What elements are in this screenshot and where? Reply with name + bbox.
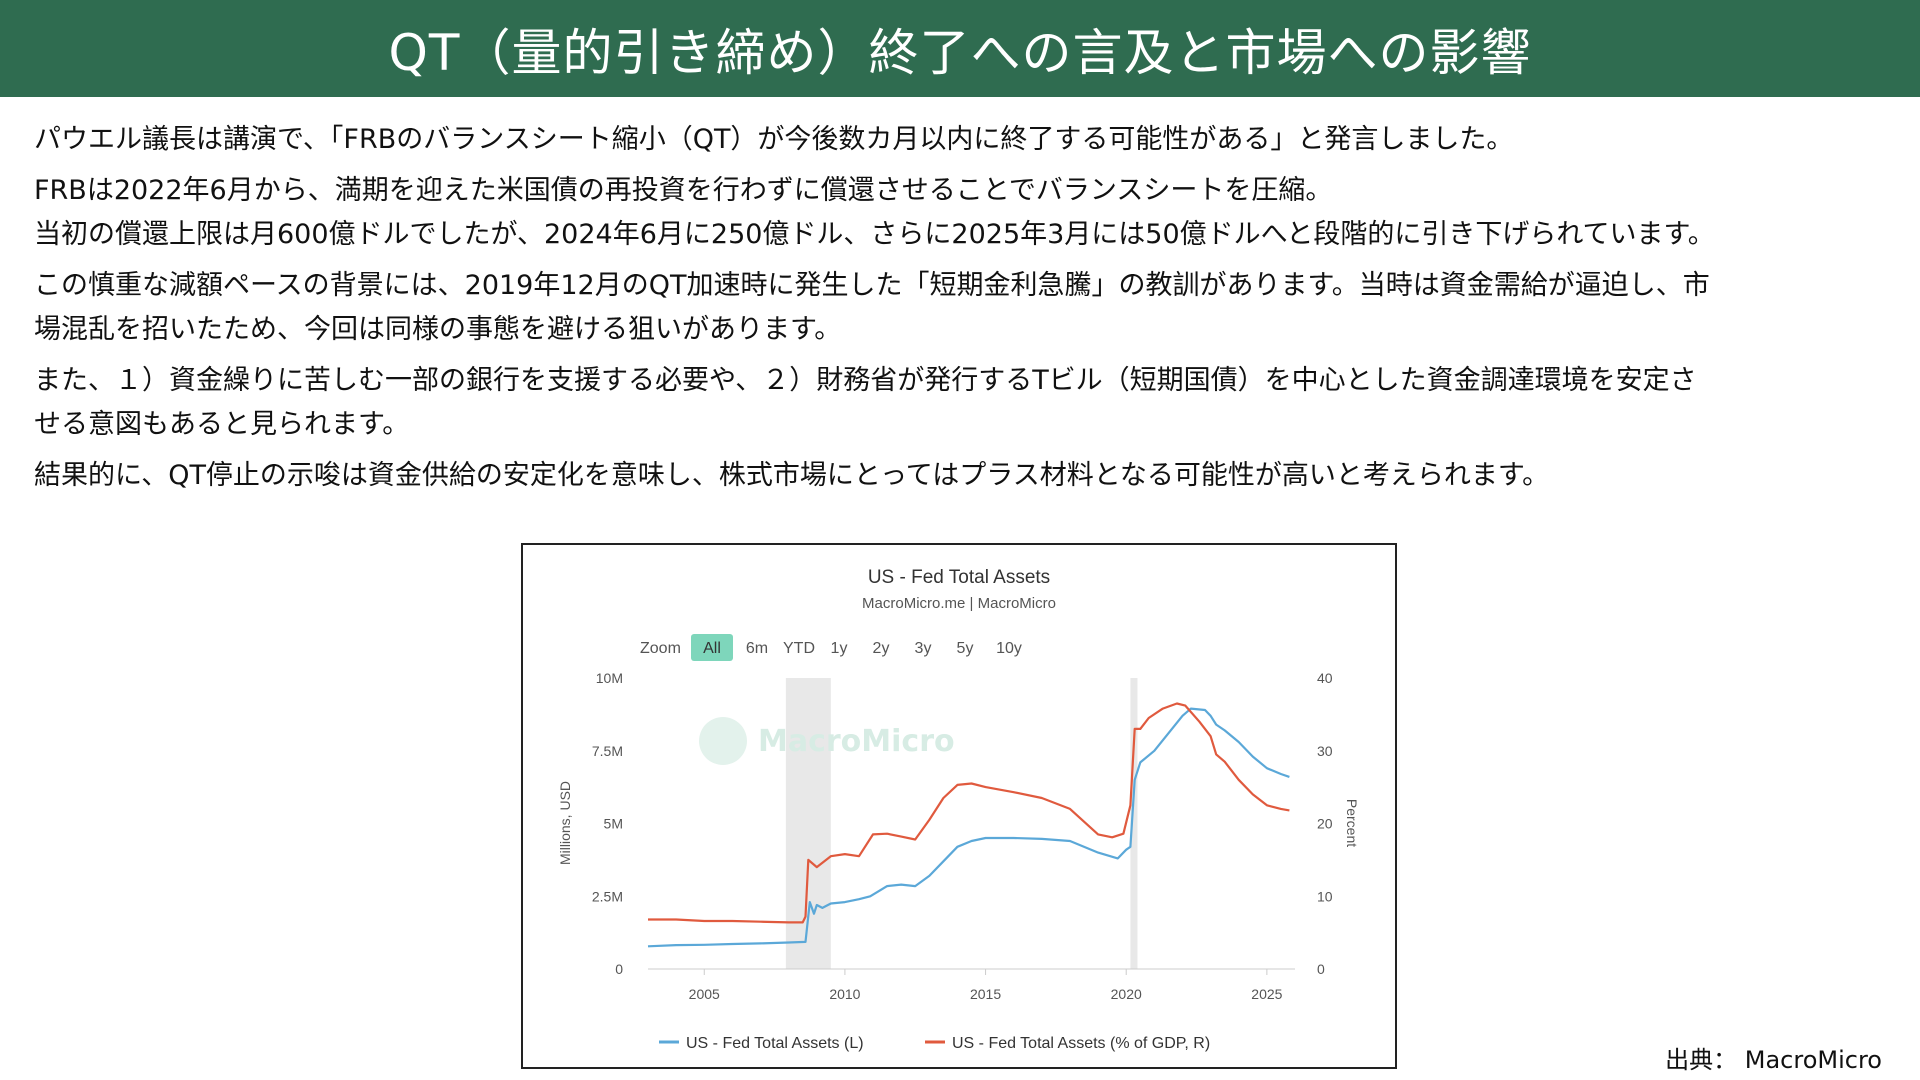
x-tick-label: 2005	[689, 986, 720, 1002]
y-left-tick-label: 10M	[596, 670, 623, 686]
zoom-button-1y[interactable]: 1y	[831, 640, 848, 657]
y-right-tick-label: 10	[1317, 888, 1333, 904]
zoom-button-6m[interactable]: 6m	[746, 640, 768, 657]
paragraph-line: FRBは2022年6月から、満期を迎えた米国債の再投資を行わずに償還させることで…	[34, 175, 1333, 206]
y-left-tick-label: 0	[615, 961, 623, 977]
zoom-button-2y[interactable]: 2y	[873, 640, 890, 657]
page-title: QT（量的引き締め）終了への言及と市場への影響	[388, 23, 1532, 82]
chart-subtitle: MacroMicro.me | MacroMicro	[862, 595, 1056, 612]
x-tick-label: 2025	[1251, 986, 1282, 1002]
y-right-tick-label: 40	[1317, 670, 1333, 686]
axis-ticks: 0 2.5M 5M 7.5M 10M 0 10 20 30 40 2005 2010 2015 2020 2…	[592, 670, 1333, 1002]
paragraph-4: また、１）資金繰りに苦しむ一部の銀行を支援する必要や、２）財務省が発行するTビル…	[34, 359, 1894, 447]
zoom-all-highlight	[691, 634, 733, 661]
paragraph-line: 当初の償還上限は月600億ドルでしたが、2024年6月に250億ドル、さらに20…	[34, 219, 1715, 250]
paragraph-line: パウエル議長は講演で、「FRBのバランスシート縮小（QT）が今後数カ月以内に終了…	[34, 124, 1514, 155]
x-tick-label: 2010	[829, 986, 860, 1002]
chart-title: US - Fed Total Assets	[868, 567, 1050, 588]
fed-assets-chart: MacroMicro US - Fed Total Assets MacroMi…	[521, 543, 1397, 1069]
zoom-bar: Zoom All 6m YTD 1y 2y 3y 5y 10y	[640, 634, 1022, 661]
legend-item-fed-assets[interactable]: US - Fed Total Assets (L)	[686, 1035, 864, 1052]
legend-item-fed-assets-gdp[interactable]: US - Fed Total Assets (% of GDP, R)	[952, 1035, 1210, 1052]
series-lines	[647, 702, 1290, 948]
y-left-tick-label: 2.5M	[592, 888, 623, 904]
paragraph-line: 結果的に、QT停止の示唆は資金供給の安定化を意味し、株式市場にとってはプラス材料…	[34, 460, 1550, 491]
zoom-label: Zoom	[640, 640, 681, 657]
x-tick-label: 2015	[970, 986, 1001, 1002]
y-left-tick-label: 7.5M	[592, 743, 623, 759]
zoom-button-ytd[interactable]: YTD	[783, 640, 815, 657]
watermark-logo-icon	[699, 717, 747, 765]
paragraph-5: 結果的に、QT停止の示唆は資金供給の安定化を意味し、株式市場にとってはプラス材料…	[34, 454, 1894, 498]
y-right-tick-label: 20	[1317, 816, 1333, 832]
paragraph-line: また、１）資金繰りに苦しむ一部の銀行を支援する必要や、２）財務省が発行するTビル…	[34, 365, 1697, 396]
title-banner: QT（量的引き締め）終了への言及と市場への影響	[0, 0, 1920, 97]
y-left-tick-label: 5M	[604, 816, 623, 832]
y-axis-left-label: Millions, USD	[557, 781, 573, 865]
x-tick-label: 2020	[1111, 986, 1142, 1002]
paragraph-line: せる意図もあると見られます。	[34, 409, 410, 440]
zoom-button-3y[interactable]: 3y	[915, 640, 932, 657]
paragraph-3: この慎重な減額ペースの背景には、2019年12月のQT加速時に発生した「短期金利…	[34, 264, 1894, 352]
paragraph-1: パウエル議長は講演で、「FRBのバランスシート縮小（QT）が今後数カ月以内に終了…	[34, 118, 1894, 162]
recession-band-1	[1130, 678, 1138, 969]
paragraph-2: FRBは2022年6月から、満期を迎えた米国債の再投資を行わずに償還させることで…	[34, 169, 1894, 257]
chart-watermark: MacroMicro	[758, 724, 955, 759]
zoom-button-5y[interactable]: 5y	[957, 640, 974, 657]
legend: US - Fed Total Assets (L) US - Fed Total…	[659, 1035, 1210, 1052]
zoom-button-10y[interactable]: 10y	[996, 640, 1022, 657]
zoom-button-all[interactable]: All	[703, 640, 721, 657]
y-right-tick-label: 0	[1317, 961, 1325, 977]
chart-canvas: MacroMicro US - Fed Total Assets MacroMi…	[557, 567, 1360, 1052]
series-line-fed-assets-gdp	[648, 702, 1290, 924]
y-right-tick-label: 30	[1317, 743, 1333, 759]
paragraph-line: この慎重な減額ペースの背景には、2019年12月のQT加速時に発生した「短期金利…	[34, 270, 1710, 301]
y-axis-right-label: Percent	[1344, 799, 1360, 847]
paragraph-line: 場混乱を招いたため、今回は同様の事態を避ける狙いがあります。	[34, 314, 842, 345]
body-text: パウエル議長は講演で、「FRBのバランスシート縮小（QT）が今後数カ月以内に終了…	[34, 118, 1894, 505]
source-credit: 出典： MacroMicro	[1665, 1046, 1882, 1074]
series-line-fed-assets	[647, 707, 1290, 948]
